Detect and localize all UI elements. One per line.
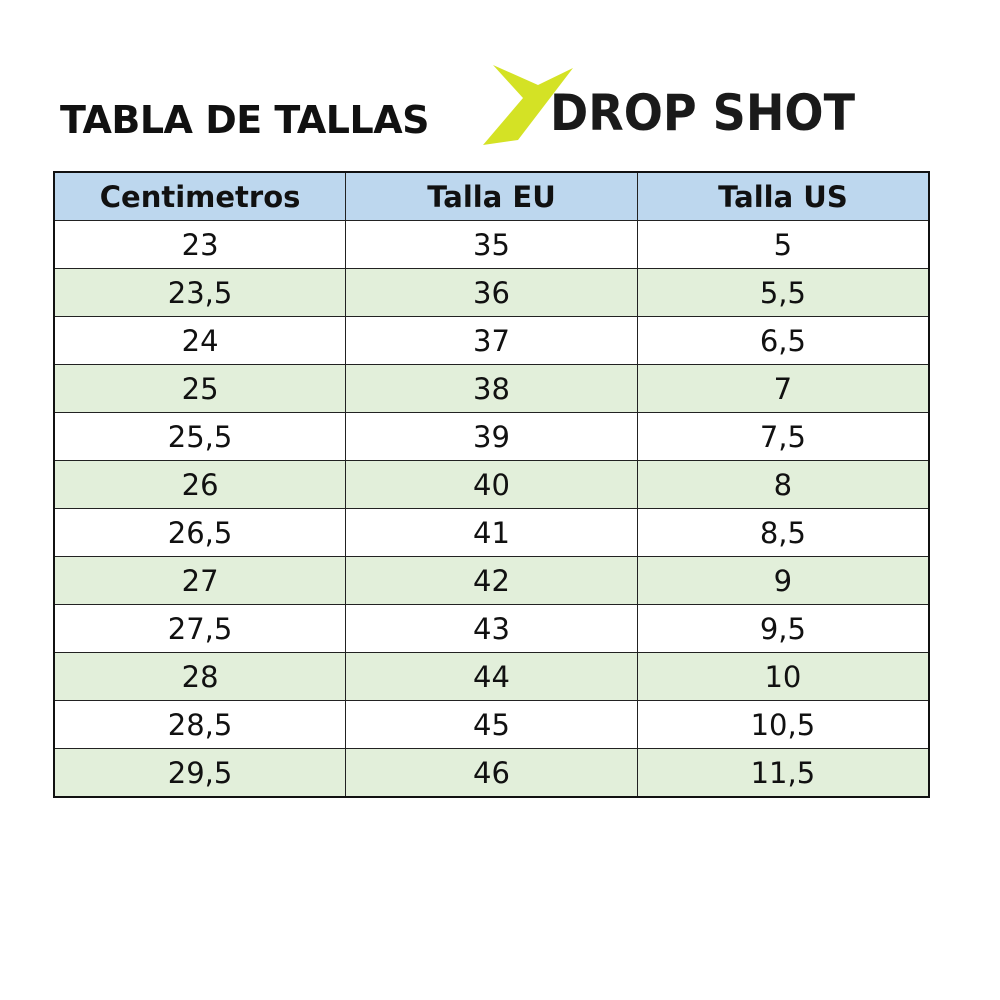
cell-talla-us: 11,5 — [636, 748, 930, 798]
cell-talla-us: 7 — [636, 364, 930, 413]
cell-talla-eu: 45 — [345, 700, 638, 749]
cell-talla-eu: 42 — [345, 556, 638, 605]
table-row: 28 44 10 — [53, 652, 930, 701]
cell-talla-eu: 35 — [345, 220, 638, 269]
page-title: TABLA DE TALLAS — [60, 98, 430, 142]
table-header-row: Centimetros Talla EU Talla US — [53, 171, 930, 221]
cell-talla-eu: 40 — [345, 460, 638, 509]
table-row: 23 35 5 — [53, 220, 930, 269]
cell-talla-us: 10 — [636, 652, 930, 701]
cell-talla-us: 9,5 — [636, 604, 930, 653]
cell-talla-us: 5,5 — [636, 268, 930, 317]
cell-centimetros: 23,5 — [53, 268, 347, 317]
table-row: 26 40 8 — [53, 460, 930, 509]
cell-centimetros: 24 — [53, 316, 347, 365]
cell-talla-us: 7,5 — [636, 412, 930, 461]
table-row: 25,5 39 7,5 — [53, 412, 930, 461]
table-row: 23,5 36 5,5 — [53, 268, 930, 317]
drop-shot-logo: DROP SHOT — [483, 65, 855, 145]
header-talla-us: Talla US — [636, 171, 930, 221]
cell-talla-us: 5 — [636, 220, 930, 269]
cell-talla-us: 8 — [636, 460, 930, 509]
cell-talla-eu: 36 — [345, 268, 638, 317]
logo-x-mark-icon — [483, 65, 573, 145]
table-row: 25 38 7 — [53, 364, 930, 413]
cell-talla-eu: 39 — [345, 412, 638, 461]
table-row: 26,5 41 8,5 — [53, 508, 930, 557]
header-centimetros: Centimetros — [53, 171, 347, 221]
cell-centimetros: 28,5 — [53, 700, 347, 749]
cell-talla-us: 10,5 — [636, 700, 930, 749]
table-row: 29,5 46 11,5 — [53, 748, 930, 798]
cell-talla-us: 6,5 — [636, 316, 930, 365]
table-row: 24 37 6,5 — [53, 316, 930, 365]
cell-centimetros: 27 — [53, 556, 347, 605]
logo-text: DROP SHOT — [550, 84, 855, 142]
table-row: 27 42 9 — [53, 556, 930, 605]
cell-talla-eu: 37 — [345, 316, 638, 365]
cell-talla-eu: 38 — [345, 364, 638, 413]
header-talla-eu: Talla EU — [345, 171, 638, 221]
cell-centimetros: 26,5 — [53, 508, 347, 557]
cell-centimetros: 28 — [53, 652, 347, 701]
cell-talla-eu: 46 — [345, 748, 638, 798]
cell-talla-us: 8,5 — [636, 508, 930, 557]
cell-centimetros: 25,5 — [53, 412, 347, 461]
table-row: 27,5 43 9,5 — [53, 604, 930, 653]
cell-centimetros: 26 — [53, 460, 347, 509]
cell-talla-eu: 44 — [345, 652, 638, 701]
cell-talla-us: 9 — [636, 556, 930, 605]
cell-centimetros: 27,5 — [53, 604, 347, 653]
size-table: Centimetros Talla EU Talla US 23 35 5 23,5 3… — [53, 171, 930, 798]
cell-centimetros: 23 — [53, 220, 347, 269]
table-row: 28,5 45 10,5 — [53, 700, 930, 749]
cell-talla-eu: 43 — [345, 604, 638, 653]
cell-centimetros: 29,5 — [53, 748, 347, 798]
cell-talla-eu: 41 — [345, 508, 638, 557]
cell-centimetros: 25 — [53, 364, 347, 413]
